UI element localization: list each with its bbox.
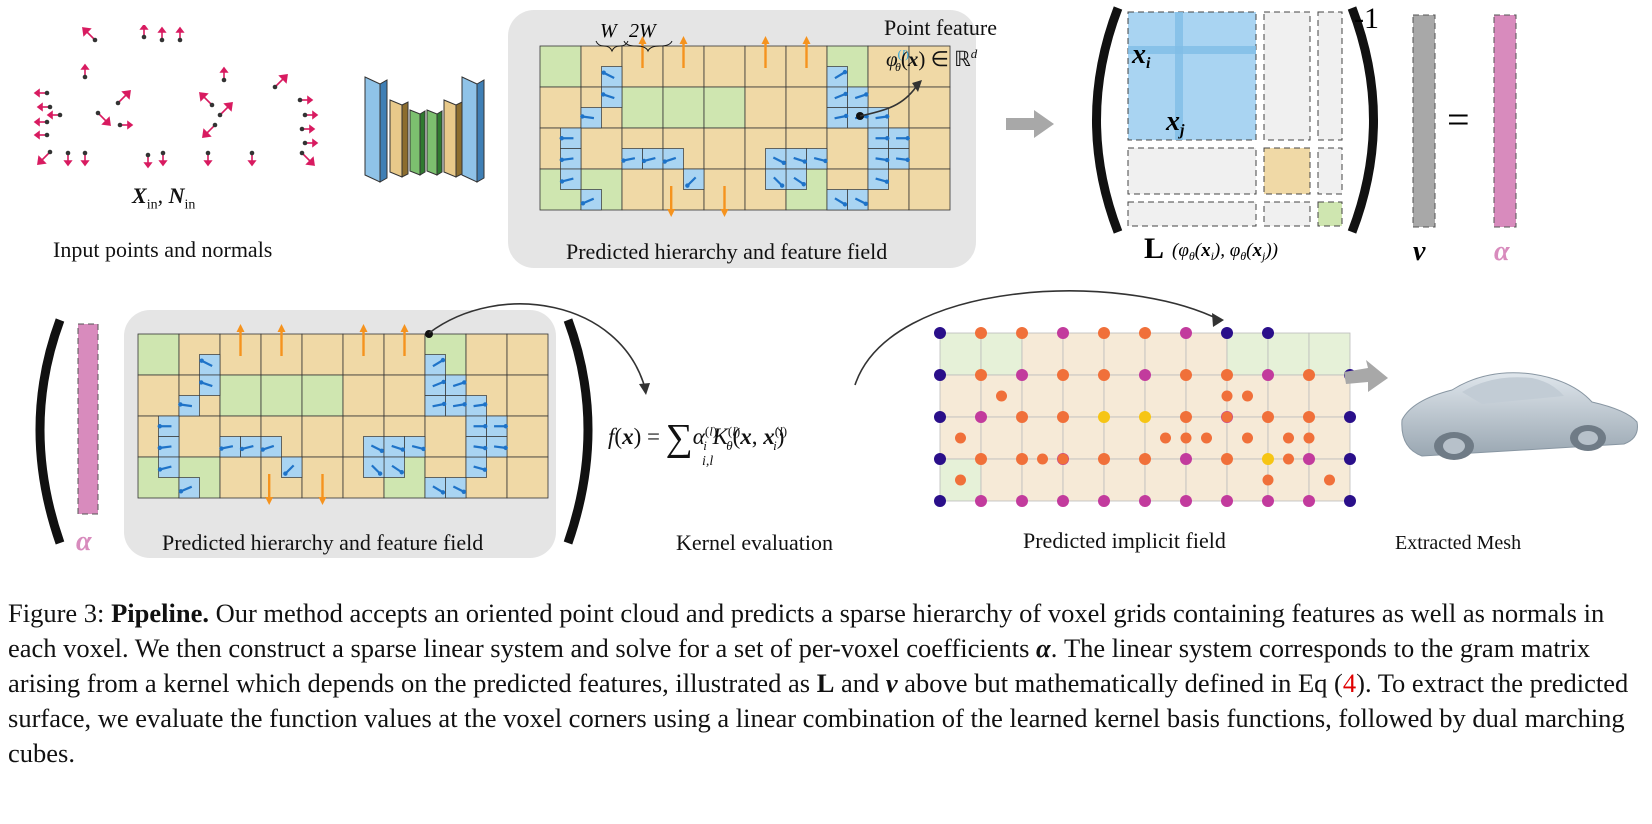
caption-text-3: and xyxy=(841,668,880,698)
matrix-exponent: -1 xyxy=(1354,2,1379,35)
vector-alpha: α xyxy=(1494,236,1510,267)
kernel-sum-index: i,l xyxy=(702,454,714,469)
width-label-2w: 2W xyxy=(629,20,658,42)
network-icon xyxy=(364,76,485,183)
kernel-label: Kernel evaluation xyxy=(676,530,833,555)
voxel-hierarchy-bottom xyxy=(137,324,549,505)
vector-v: v xyxy=(1413,236,1426,267)
linear-system: xi xj -1 = L (φθ(xi), φθ(xj)) v α xyxy=(1092,2,1517,267)
curve-arrows xyxy=(428,290,1224,395)
gray-arrow-bottom xyxy=(1344,360,1388,392)
caption-text-2: . The linear system corresponds to the g… xyxy=(8,633,1591,698)
input-point-cloud xyxy=(33,25,319,169)
point-feature-label: Point feature xyxy=(884,15,998,40)
figure-caption: Figure 3: Pipeline. Our method accepts a… xyxy=(8,596,1638,771)
hierarchy-label-bottom: Predicted hierarchy and feature field xyxy=(162,530,484,555)
matrix-L: L xyxy=(1144,232,1164,265)
input-symbols: Xin, Nin xyxy=(132,183,196,213)
mesh-label: Extracted Mesh xyxy=(1395,532,1522,554)
voxel-hierarchy-top: W 2W xyxy=(539,20,951,217)
gray-arrow-top xyxy=(1006,110,1054,138)
equals-sign: = xyxy=(1447,97,1470,142)
matrix-L-args: (φθ(xi), φθ(xj)) xyxy=(1172,240,1278,263)
caption-text-5: ). To extract the predicted surface, we … xyxy=(8,668,1629,768)
hierarchy-label-top: Predicted hierarchy and feature field xyxy=(566,239,888,264)
implicit-field xyxy=(934,327,1356,507)
car-mesh xyxy=(1401,372,1638,460)
kernel-formula: f(x) = ∑α(l)i K(l)θ(x, x(l)i) xyxy=(608,417,788,459)
bottom-alpha: α xyxy=(76,526,92,557)
caption-text-4: above but mathematically defined in Eq ( xyxy=(904,668,1343,698)
caption-text-1: Our method accepts an oriented point clo… xyxy=(8,598,1605,663)
input-label: Input points and normals xyxy=(53,237,273,262)
implicit-label: Predicted implicit field xyxy=(1023,528,1226,553)
matrix-xi: xi xyxy=(1131,39,1151,72)
point-feature-formula: φ(l)θ(x) ∈ ℝd xyxy=(886,46,978,75)
caption-title: Pipeline. xyxy=(111,598,209,628)
caption-v: v xyxy=(885,668,898,698)
caption-alpha: α xyxy=(1036,633,1051,663)
width-label-w: W xyxy=(600,20,619,42)
caption-figure-number: Figure 3: xyxy=(8,598,105,628)
matrix-xj: xj xyxy=(1165,106,1185,139)
caption-L: L xyxy=(816,668,835,698)
caption-eq-ref[interactable]: 4 xyxy=(1342,668,1357,698)
bottom-alpha-parens: α xyxy=(35,318,593,557)
